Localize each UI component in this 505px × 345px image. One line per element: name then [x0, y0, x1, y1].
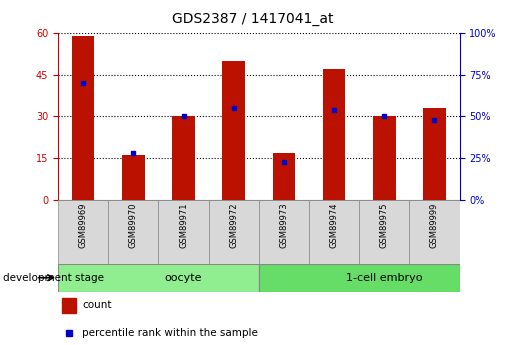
Bar: [72, 36, 94, 200]
Bar: [410, 200, 460, 264]
Bar: [222, 61, 245, 200]
Text: GDS2387 / 1417041_at: GDS2387 / 1417041_at: [172, 12, 333, 26]
Bar: [259, 264, 460, 292]
Bar: [58, 200, 108, 264]
Bar: [273, 153, 295, 200]
Bar: [259, 200, 309, 264]
Text: GSM89972: GSM89972: [229, 203, 238, 248]
Text: GSM89971: GSM89971: [179, 203, 188, 248]
Bar: [62, 298, 76, 313]
Bar: [373, 117, 395, 200]
Text: development stage: development stage: [3, 273, 104, 283]
Bar: [359, 200, 410, 264]
Bar: [108, 200, 159, 264]
Text: GSM89974: GSM89974: [330, 203, 338, 248]
Text: GSM89975: GSM89975: [380, 203, 389, 248]
Bar: [323, 69, 345, 200]
Text: percentile rank within the sample: percentile rank within the sample: [82, 328, 258, 338]
Bar: [159, 200, 209, 264]
Bar: [423, 108, 446, 200]
Text: GSM89969: GSM89969: [79, 203, 88, 248]
Text: oocyte: oocyte: [165, 273, 203, 283]
Bar: [58, 264, 259, 292]
Text: GSM89970: GSM89970: [129, 203, 138, 248]
Bar: [309, 200, 359, 264]
Text: count: count: [82, 300, 112, 310]
Text: GSM89973: GSM89973: [279, 203, 288, 248]
Bar: [209, 200, 259, 264]
Text: 1-cell embryo: 1-cell embryo: [346, 273, 423, 283]
Text: GSM89999: GSM89999: [430, 203, 439, 248]
Bar: [172, 117, 195, 200]
Bar: [122, 156, 144, 200]
